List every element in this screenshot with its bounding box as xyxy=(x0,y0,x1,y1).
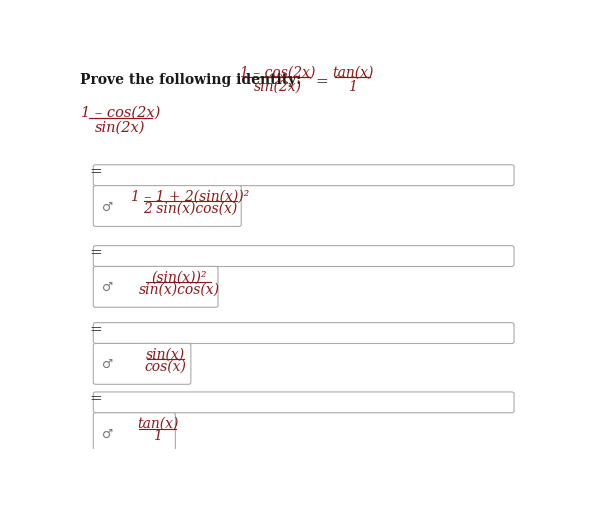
Text: 1 – 1 + 2(sin(x))²: 1 – 1 + 2(sin(x))² xyxy=(131,190,249,204)
Text: =: = xyxy=(89,246,102,260)
Text: ♂: ♂ xyxy=(102,200,113,213)
Text: =: = xyxy=(89,392,102,406)
Text: sin(2x): sin(2x) xyxy=(95,120,145,134)
Text: 1 – cos(2x): 1 – cos(2x) xyxy=(81,106,160,120)
Text: sin(x): sin(x) xyxy=(146,347,185,361)
Text: 2 sin(x)cos(x): 2 sin(x)cos(x) xyxy=(144,201,238,216)
Text: ♂: ♂ xyxy=(102,358,113,371)
FancyBboxPatch shape xyxy=(93,344,191,384)
FancyBboxPatch shape xyxy=(93,323,514,344)
Text: tan(x): tan(x) xyxy=(332,66,374,79)
Text: =: = xyxy=(89,323,102,336)
Text: ♂: ♂ xyxy=(102,427,113,440)
FancyBboxPatch shape xyxy=(93,246,514,267)
Text: sin(2x): sin(2x) xyxy=(254,79,301,93)
FancyBboxPatch shape xyxy=(93,166,514,186)
Text: sin(x)cos(x): sin(x)cos(x) xyxy=(138,282,219,296)
Text: cos(x): cos(x) xyxy=(144,359,186,373)
Text: 1: 1 xyxy=(153,428,162,442)
Text: 1 – cos(2x): 1 – cos(2x) xyxy=(240,66,316,79)
FancyBboxPatch shape xyxy=(93,267,218,308)
Text: ♂: ♂ xyxy=(102,281,113,294)
Text: =: = xyxy=(316,75,328,89)
Text: tan(x): tan(x) xyxy=(137,416,178,430)
Text: 1: 1 xyxy=(349,79,358,93)
FancyBboxPatch shape xyxy=(93,413,176,453)
Text: (sin(x))²: (sin(x))² xyxy=(151,270,207,284)
Text: =: = xyxy=(89,165,102,179)
Text: Prove the following identity:: Prove the following identity: xyxy=(80,73,301,87)
FancyBboxPatch shape xyxy=(93,186,241,227)
FancyBboxPatch shape xyxy=(93,392,514,413)
